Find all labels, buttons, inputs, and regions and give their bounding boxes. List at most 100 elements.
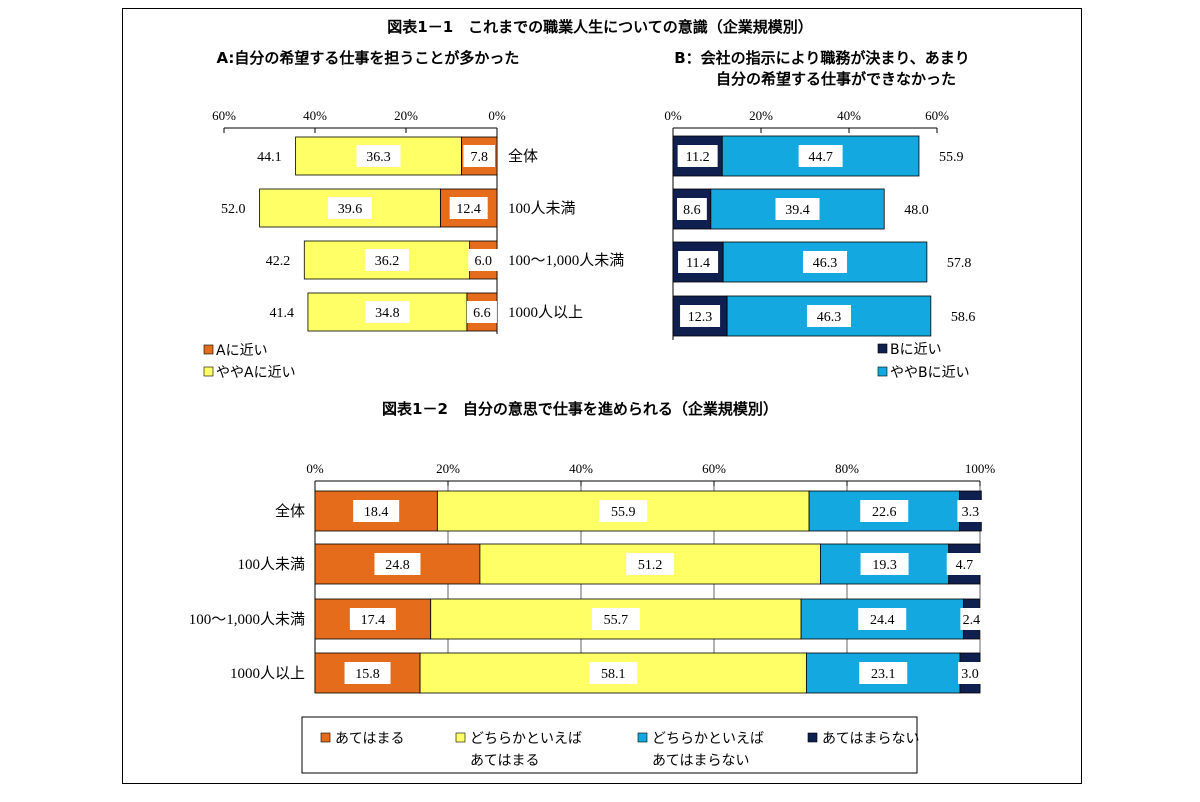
chart-c-value-applies-box xyxy=(344,662,391,684)
chart-c-axis-tick-label-5: 100% xyxy=(965,461,996,476)
chart-c-category-label: 1000人以上 xyxy=(230,665,305,682)
figure-title-2: 図表1－2 自分の意思で仕事を進められる（企業規模別） xyxy=(382,400,778,418)
chart-c-value-not-applies: 4.7 xyxy=(956,558,974,573)
chart-c-value-applies: 15.8 xyxy=(355,667,380,682)
figure-title-1: 図表1－1 これまでの職業人生についての意識（企業規模別） xyxy=(387,18,812,36)
chart-b-total: 48.0 xyxy=(904,203,929,218)
chart-a-value-somewhat-a: 36.2 xyxy=(375,254,400,269)
chart-c-value-somewhat-applies-box xyxy=(626,553,675,575)
chart-c-value-somewhat-not-applies-box xyxy=(860,553,909,575)
chart-b-title-line2: 自分の希望する仕事ができなかった xyxy=(716,70,956,88)
figure-frame xyxy=(122,8,1082,784)
chart-c-value-somewhat-not-applies-box xyxy=(858,608,907,630)
chart-c-axis-tick-label-3: 60% xyxy=(702,461,726,476)
chart-a-total: 44.1 xyxy=(257,150,282,165)
chart-c-legend-swatch-somewhat-not-applies xyxy=(637,732,648,743)
chart-a-value-a-box xyxy=(463,145,495,167)
chart-b-value-somewhat-b: 39.4 xyxy=(785,203,810,218)
chart-a-title: A:自分の希望する仕事を担うことが多かった xyxy=(217,49,520,67)
chart-b-value-somewhat-b: 44.7 xyxy=(808,150,833,165)
chart-b-value-b: 8.6 xyxy=(683,203,701,218)
chart-c-value-somewhat-applies-box xyxy=(589,662,638,684)
chart-c-legend-label-somewhat-not-applies: あてはまらない xyxy=(652,753,749,769)
chart-c-value-somewhat-applies-box xyxy=(599,500,648,522)
chart-c-legend-box xyxy=(301,716,918,774)
chart-a-total: 42.2 xyxy=(266,254,291,269)
chart-c-value-applies-box xyxy=(374,553,421,575)
chart-b-legend-label-b: Bに近い xyxy=(890,342,942,358)
chart-a-value-somewhat-a-box xyxy=(327,197,372,219)
chart-a-value-a-box xyxy=(468,249,499,271)
chart-b-legend-label-somewhat-b: ややBに近い xyxy=(890,365,970,381)
chart-b-legend-swatch-somewhat-b xyxy=(877,366,888,377)
chart-a-total: 41.4 xyxy=(269,306,294,321)
chart-b-value-b: 11.4 xyxy=(686,256,710,271)
chart-b-axis-tick-label-1: 20% xyxy=(749,108,773,123)
chart-c-value-applies-box xyxy=(353,500,400,522)
chart-a-axis-tick-label-1: 40% xyxy=(303,108,327,123)
chart-c-value-somewhat-applies: 58.1 xyxy=(601,667,626,682)
chart-b-value-somewhat-b: 46.3 xyxy=(813,256,838,271)
chart-c-legend-label-not-applies: あてはまらない xyxy=(822,731,919,747)
chart-a-value-a: 6.6 xyxy=(473,306,491,321)
chart-b-total: 57.8 xyxy=(947,256,972,271)
chart-a-axis-tick-label-2: 20% xyxy=(394,108,418,123)
chart-a-value-somewhat-a-box xyxy=(356,145,401,167)
chart-c-value-somewhat-not-applies: 23.1 xyxy=(871,667,896,682)
chart-c-value-applies: 18.4 xyxy=(364,505,389,520)
chart-a-value-somewhat-a-box xyxy=(364,249,409,271)
chart-c-category-label: 全体 xyxy=(275,502,305,520)
chart-c-value-applies-box xyxy=(349,608,396,630)
chart-c-value-somewhat-not-applies: 22.6 xyxy=(872,505,897,520)
chart-b-value-somewhat-b: 46.3 xyxy=(817,310,842,325)
chart-a-category-label: 100～1,000人未満 xyxy=(508,252,624,269)
chart-b-value-somewhat-b-box xyxy=(798,145,843,167)
chart-c-value-somewhat-not-applies: 24.4 xyxy=(870,613,895,628)
chart-c-value-somewhat-applies: 51.2 xyxy=(638,558,663,573)
chart-b-value-b-box xyxy=(678,251,719,273)
chart-c-value-somewhat-not-applies-box xyxy=(859,662,908,684)
chart-c-legend-swatch-somewhat-applies xyxy=(455,732,466,743)
chart-b-value-somewhat-b-box xyxy=(806,305,851,327)
chart-a-value-somewhat-a: 39.6 xyxy=(338,202,363,217)
chart-c-category-label: 100～1,000人未満 xyxy=(189,611,305,628)
chart-a-legend-label-somewhat-a: ややAに近い xyxy=(216,365,296,381)
chart-a-category-label: 全体 xyxy=(508,147,538,165)
chart-c-legend-label-somewhat-not-applies: どちらかといえば xyxy=(652,731,764,747)
chart-a-value-somewhat-a-box xyxy=(365,301,410,323)
chart-c-value-applies: 24.8 xyxy=(385,558,410,573)
chart-c-value-somewhat-applies: 55.9 xyxy=(611,505,636,520)
chart-a-value-a: 6.0 xyxy=(475,254,493,269)
chart-c-legend-label-somewhat-applies: どちらかといえば xyxy=(470,731,582,747)
chart-c-axis-tick-label-4: 80% xyxy=(835,461,859,476)
chart-c-value-somewhat-not-applies: 19.3 xyxy=(872,558,897,573)
chart-b-value-b: 11.2 xyxy=(686,150,710,165)
chart-c-value-not-applies: 3.0 xyxy=(961,667,979,682)
chart-a-value-a: 7.8 xyxy=(470,150,488,165)
chart-a-axis-tick-label-3: 0% xyxy=(488,108,506,123)
chart-c-value-not-applies-box xyxy=(957,500,984,522)
chart-c-value-somewhat-applies-box xyxy=(591,608,640,630)
chart-c-value-not-applies-box xyxy=(960,608,983,630)
chart-b-total: 55.9 xyxy=(939,150,964,165)
chart-c-value-not-applies: 2.4 xyxy=(963,613,981,628)
chart-b-axis-tick-label-0: 0% xyxy=(664,108,682,123)
chart-c-value-not-applies-box xyxy=(958,662,982,684)
chart-a-value-somewhat-a: 36.3 xyxy=(366,150,391,165)
chart-b-value-b: 12.3 xyxy=(688,310,713,325)
chart-c-axis-tick-label-1: 20% xyxy=(436,461,460,476)
chart-b-axis-tick-label-3: 60% xyxy=(925,108,949,123)
chart-a-value-somewhat-a: 34.8 xyxy=(375,306,400,321)
chart-c-value-not-applies-box xyxy=(946,553,982,575)
chart-a-total: 52.0 xyxy=(221,202,246,217)
chart-c-value-applies: 17.4 xyxy=(361,613,386,628)
chart-c-axis-tick-label-2: 40% xyxy=(569,461,593,476)
chart-a-legend-label-a: Aに近い xyxy=(216,343,268,359)
chart-b-value-b-box xyxy=(680,305,721,327)
chart-b-axis-tick-label-2: 40% xyxy=(837,108,861,123)
chart-b-value-somewhat-b-box xyxy=(803,251,848,273)
chart-c-legend-swatch-not-applies xyxy=(807,732,818,743)
chart-c-legend-label-applies: あてはまる xyxy=(335,731,404,747)
chart-c-value-somewhat-applies: 55.7 xyxy=(604,613,629,628)
